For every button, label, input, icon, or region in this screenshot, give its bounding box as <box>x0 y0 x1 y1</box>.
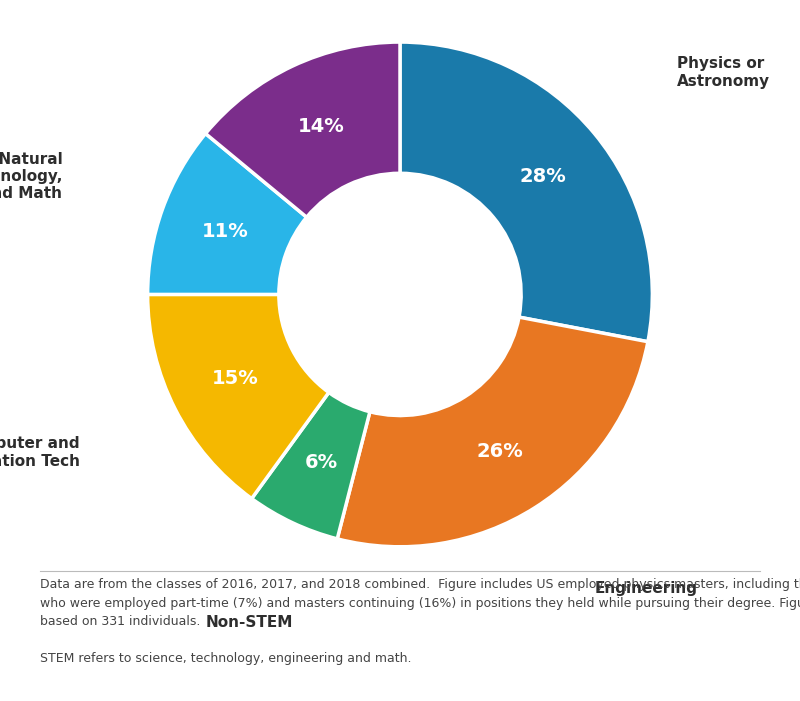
Text: Computer and
Information Tech: Computer and Information Tech <box>0 436 80 469</box>
Wedge shape <box>206 42 400 217</box>
Text: Data are from the classes of 2016, 2017, and 2018 combined.  Figure includes US : Data are from the classes of 2016, 2017,… <box>40 578 800 665</box>
Text: 28%: 28% <box>519 167 566 186</box>
Text: 14%: 14% <box>298 117 344 136</box>
Text: 15%: 15% <box>211 369 258 388</box>
Wedge shape <box>400 42 652 341</box>
Text: Other Natural
Science, Technology,
and Math: Other Natural Science, Technology, and M… <box>0 151 62 201</box>
Text: Non-STEM: Non-STEM <box>206 615 294 629</box>
Wedge shape <box>252 393 370 539</box>
Text: Physics or
Astronomy: Physics or Astronomy <box>678 56 770 88</box>
Text: 6%: 6% <box>305 453 338 472</box>
Wedge shape <box>148 134 306 294</box>
Wedge shape <box>148 294 329 498</box>
Text: Engineering: Engineering <box>594 581 698 596</box>
Text: 11%: 11% <box>202 222 249 241</box>
Wedge shape <box>338 317 648 547</box>
Text: 26%: 26% <box>476 442 522 461</box>
